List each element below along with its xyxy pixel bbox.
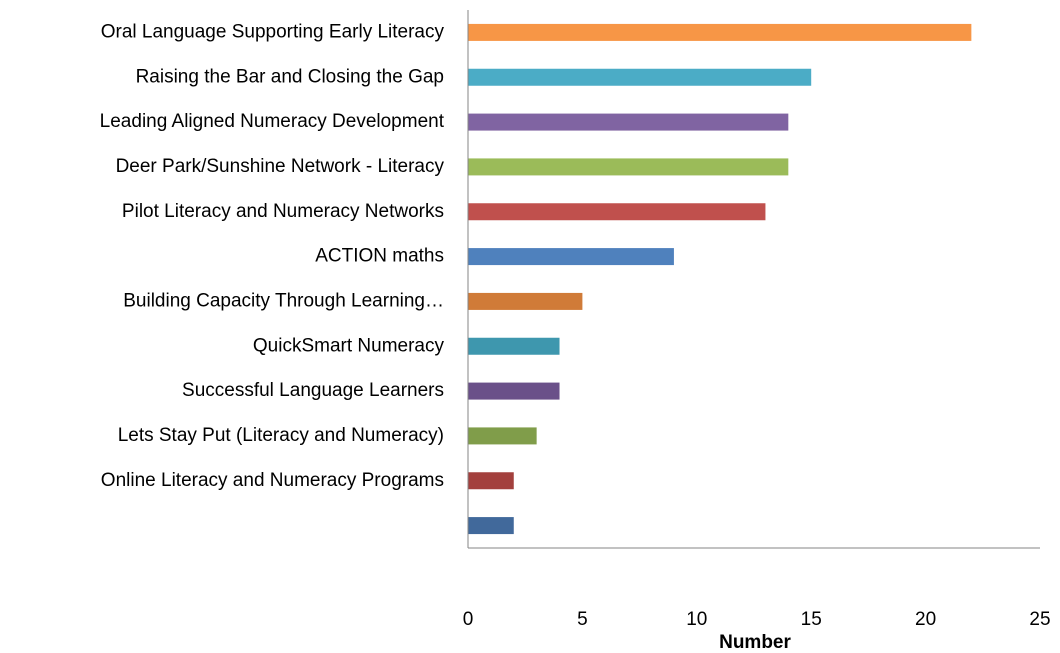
bar [468, 292, 583, 310]
bar [468, 203, 766, 221]
bar [468, 158, 789, 176]
y-tick-label: Lets Stay Put (Literacy and Numeracy) [118, 425, 444, 446]
y-tick-label: QuickSmart Numeracy [253, 335, 445, 356]
bar [468, 248, 674, 266]
y-tick-label: Raising the Bar and Closing the Gap [136, 66, 444, 87]
x-tick-label: 0 [463, 609, 474, 630]
y-tick-label: Deer Park/Sunshine Network - Literacy [116, 156, 445, 177]
x-tick-label: 15 [801, 609, 822, 630]
bar [468, 23, 972, 41]
bar [468, 472, 514, 490]
bar [468, 427, 537, 445]
x-tick-label: 20 [915, 609, 936, 630]
bar [468, 113, 789, 131]
y-tick-label: ACTION maths [315, 246, 444, 267]
y-tick-label: Oral Language Supporting Early Literacy [101, 21, 445, 42]
bar [468, 382, 560, 400]
y-tick-label: Pilot Literacy and Numeracy Networks [122, 201, 444, 222]
x-axis-title: Number [719, 632, 791, 653]
x-tick-label: 5 [577, 609, 588, 630]
y-tick-label: Building Capacity Through Learning… [123, 290, 444, 311]
bar [468, 68, 812, 86]
y-tick-label: Online Literacy and Numeracy Programs [101, 470, 444, 491]
x-tick-label: 10 [686, 609, 707, 630]
y-tick-label: Leading Aligned Numeracy Development [100, 111, 445, 132]
x-tick-label: 25 [1029, 609, 1050, 630]
bar [468, 337, 560, 355]
bar [468, 517, 514, 535]
y-tick-label: Successful Language Learners [182, 380, 444, 401]
